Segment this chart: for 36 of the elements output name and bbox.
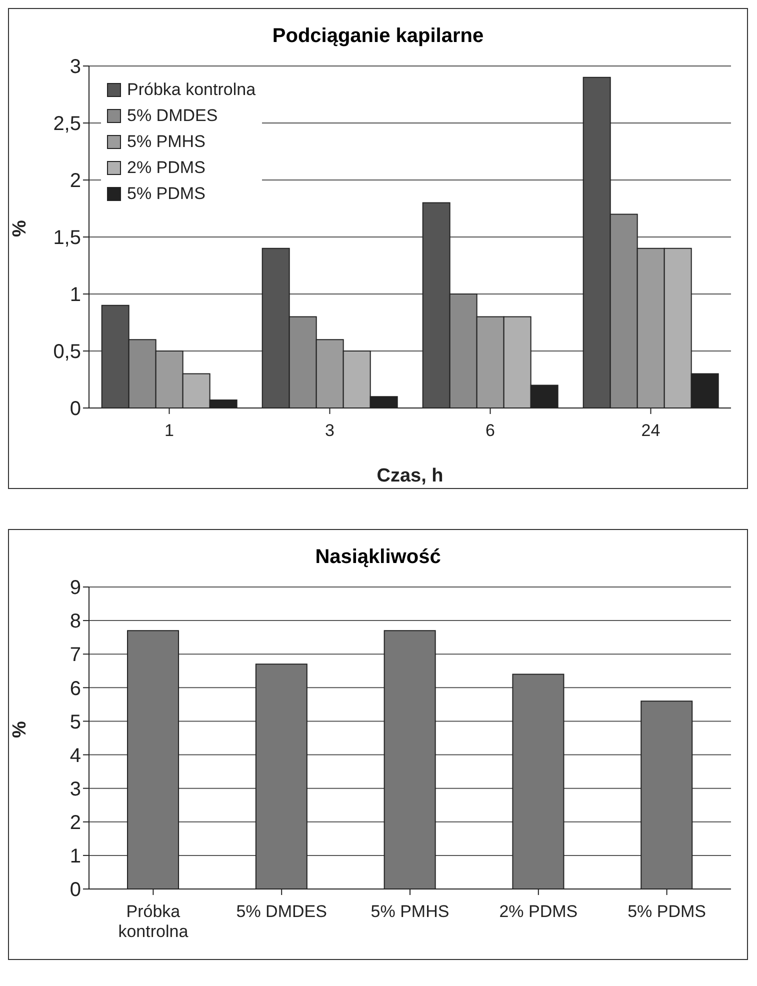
y-tick-label: 2,5 [53,113,81,136]
x-tick-label: 2% PDMS [499,902,578,921]
y-tick-label: 9 [70,577,81,600]
y-tick-label: 0 [70,398,81,420]
chart-title: Podciąganie kapilarne [271,24,485,48]
x-axis-title: Czas, h [376,465,444,486]
y-tick-label: 7 [70,644,81,666]
legend-label: 5% PDMS [127,183,206,205]
y-tick-label: 0 [70,879,81,902]
y-tick-label: 6 [70,678,81,700]
y-tick-label: 1,5 [53,227,81,250]
y-tick-label: 8 [70,610,81,633]
y-tick-label: 1 [70,284,81,306]
x-tick-label: 5% PMHS [370,902,450,921]
x-tick-label: Próbka kontrolna [118,902,189,941]
x-tick-label: 24 [641,421,660,440]
x-tick-label: 5% PDMS [628,902,706,921]
y-axis-title: % [10,721,31,738]
x-tick-label: 3 [325,421,334,440]
y-tick-label: 3 [70,778,81,800]
y-tick-label: 4 [70,744,81,767]
legend-label: Próbka kontrolna [127,79,256,101]
x-tick-label: 6 [486,421,495,440]
chart-title: Nasiąkliwość [314,545,442,569]
x-tick-label: 5% DMDES [236,902,327,921]
legend-label: 5% PMHS [127,131,206,153]
x-tick-label: 1 [164,421,174,440]
y-tick-label: 3 [70,56,81,78]
y-tick-label: 2 [70,170,81,192]
y-tick-label: 1 [70,846,81,868]
y-axis-title: % [10,220,31,237]
legend-label: 2% PDMS [127,157,206,179]
y-tick-label: 5 [70,711,81,734]
y-tick-label: 2 [70,812,81,834]
y-tick-label: 0,5 [53,341,81,364]
legend-label: 5% DMDES [127,105,218,127]
